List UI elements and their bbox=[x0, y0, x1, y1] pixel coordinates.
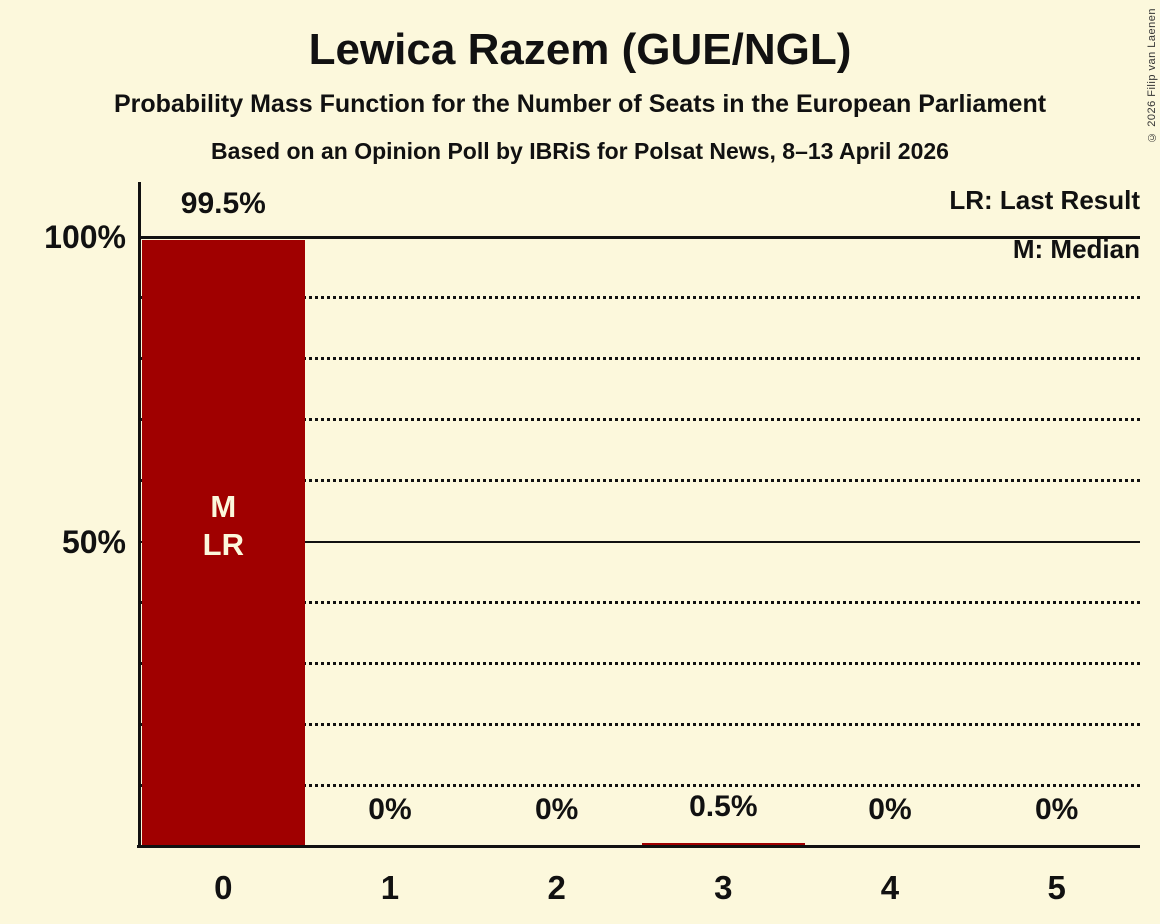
bar-value-label-seat-4: 0% bbox=[868, 793, 912, 826]
gridline-dotted-60 bbox=[140, 479, 1140, 483]
bar-value-label-seat-1: 0% bbox=[368, 793, 412, 826]
x-axis-line bbox=[137, 845, 1140, 848]
legend-median: M: Median bbox=[1012, 234, 1140, 264]
gridline-dotted-20 bbox=[140, 722, 1140, 726]
gridline-dotted-30 bbox=[140, 661, 1140, 665]
gridline-dotted-10 bbox=[140, 783, 1140, 787]
x-axis-label-3: 3 bbox=[714, 869, 733, 906]
gridline-dotted-40 bbox=[140, 600, 1140, 604]
y-axis-label-50: 50% bbox=[61, 523, 126, 560]
chart-subtitle: Probability Mass Function for the Number… bbox=[113, 90, 1047, 118]
x-axis-label-4: 4 bbox=[880, 869, 900, 906]
gridline-dotted-70 bbox=[140, 418, 1140, 422]
bar-seat-0 bbox=[141, 240, 306, 846]
y-axis-line bbox=[138, 182, 141, 848]
bar-value-label-seat-0: 99.5% bbox=[180, 187, 266, 221]
chart-poll-info: Based on an Opinion Poll by IBRiS for Po… bbox=[211, 138, 949, 164]
chart-title: Lewica Razem (GUE/NGL) bbox=[308, 25, 852, 74]
legend-last-result: LR: Last Result bbox=[949, 185, 1140, 215]
bar-annotation-seat-0: M LR bbox=[140, 488, 307, 564]
gridline-solid-50 bbox=[140, 540, 1140, 543]
gridline-dotted-90 bbox=[140, 296, 1140, 300]
bar-value-label-seat-5: 0% bbox=[1034, 793, 1079, 826]
gridline-solid-100 bbox=[140, 235, 1140, 239]
bar-value-label-seat-2: 0% bbox=[534, 793, 579, 826]
x-axis-label-2: 2 bbox=[547, 869, 566, 906]
x-axis-label-0: 0 bbox=[214, 869, 233, 906]
x-axis-label-1: 1 bbox=[380, 869, 400, 906]
bar-annotation-line: M bbox=[210, 489, 237, 525]
bar-seat-3 bbox=[641, 842, 806, 846]
gridline-dotted-80 bbox=[140, 357, 1140, 361]
x-axis-label-5: 5 bbox=[1047, 869, 1066, 906]
y-axis-label-100: 100% bbox=[44, 219, 126, 255]
bar-annotation-line: LR bbox=[202, 527, 244, 563]
copyright-notice: © 2026 Filip van Laenen bbox=[1146, 8, 1158, 143]
bar-value-label-seat-3: 0.5% bbox=[689, 789, 758, 823]
